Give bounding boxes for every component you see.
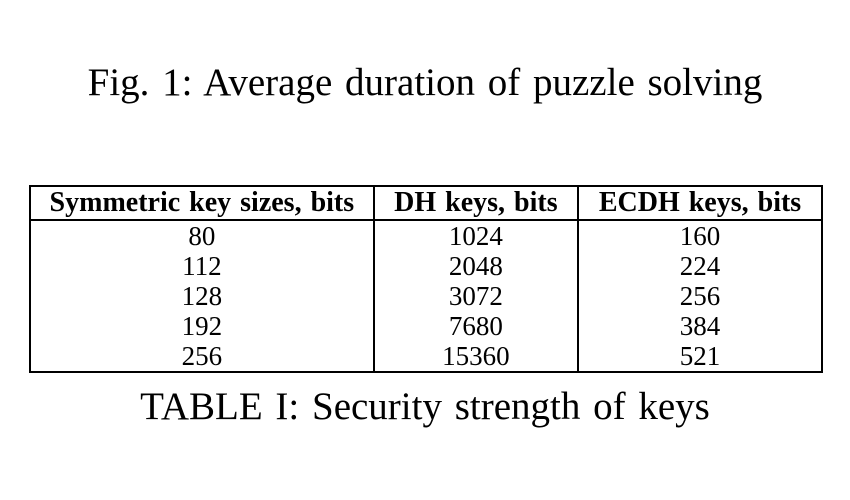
table-cell-ecdh: 521 xyxy=(577,341,822,372)
table-row: 80 1024 160 xyxy=(30,220,822,251)
table-cell-ecdh: 224 xyxy=(577,251,822,281)
table-cell-symmetric: 192 xyxy=(181,311,223,341)
column-header-symmetric-key-sizes: Symmetric key sizes, bits xyxy=(30,186,374,221)
figure-caption: Fig. 1: Average duration of puzzle solvi… xyxy=(87,61,763,104)
table-cell-symmetric: 80 xyxy=(188,221,216,251)
table-cell-dh: 1024 xyxy=(372,220,579,251)
table-row: 128 3072 256 xyxy=(30,281,822,311)
column-header-dh-keys: DH keys, bits xyxy=(372,186,579,221)
table-cell-dh: 7680 xyxy=(372,311,579,341)
table-cell-dh: 3072 xyxy=(372,281,579,311)
table-header-row: Symmetric key sizes, bits DH keys, bits … xyxy=(30,186,822,221)
table-row: 192 7680 384 xyxy=(30,311,822,341)
table-caption: TABLE I: Security strength of keys xyxy=(140,385,710,428)
table-cell-ecdh: 384 xyxy=(577,311,822,341)
security-strength-table: Symmetric key sizes, bits DH keys, bits … xyxy=(29,185,823,373)
table-cell-symmetric: 112 xyxy=(182,251,222,281)
table-cell-symmetric: 256 xyxy=(181,341,223,371)
table-cell-dh: 2048 xyxy=(372,251,579,281)
column-header-ecdh-keys: ECDH keys, bits xyxy=(577,186,822,221)
table-cell-ecdh: 256 xyxy=(577,281,822,311)
table-cell-symmetric: 128 xyxy=(181,281,223,311)
table-cell-dh: 15360 xyxy=(372,341,579,372)
table-cell-ecdh: 160 xyxy=(577,220,822,251)
table-row: 112 2048 224 xyxy=(30,251,822,281)
table-row: 256 15360 521 xyxy=(30,341,822,372)
